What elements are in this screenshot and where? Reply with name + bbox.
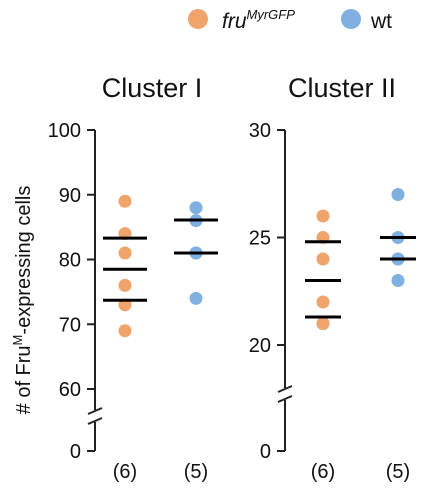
y-tick-label: 90 [59, 185, 81, 207]
axis-break-mark [87, 417, 103, 425]
data-point [316, 317, 330, 330]
panel-title: Cluster I [102, 73, 203, 103]
data-point [391, 274, 405, 287]
x-category-label: (6) [113, 461, 137, 483]
panel-cluster-1: Cluster I 60 70 80 90 100 0 (6) (5) [48, 73, 218, 483]
axis-break-mark [277, 395, 293, 403]
y-tick-label: 70 [59, 314, 81, 336]
y-axis-label-main: # of Fru [13, 345, 35, 414]
data-point [118, 246, 132, 260]
legend-marker-wt [341, 9, 361, 29]
legend: fruMyrGFP wt [188, 7, 392, 33]
y-axis-label-rest: -expressing cells [13, 186, 35, 335]
data-point [391, 188, 405, 201]
data-point [189, 291, 203, 305]
y-tick-label: 60 [59, 379, 81, 401]
data-point [316, 295, 330, 309]
data-point [316, 209, 330, 223]
legend-label-wt: wt [370, 10, 392, 33]
panel-marks: 60 70 80 90 100 0 (6) (5) [48, 120, 218, 483]
data-point [118, 324, 132, 338]
y-tick-label: 30 [249, 120, 271, 142]
data-point [118, 278, 132, 292]
y-tick-label: 25 [249, 228, 271, 250]
panel-title: Cluster II [288, 73, 396, 103]
y-tick-label: 100 [48, 120, 81, 142]
legend-label-fru-sup: MyrGFP [247, 7, 296, 22]
panel-marks: 20 25 30 0 (6) (5) [249, 120, 416, 483]
axis-break-mark [87, 407, 103, 415]
data-point [316, 252, 330, 266]
data-point [189, 201, 203, 215]
panel-cluster-2: Cluster II 20 25 30 0 (6) (5) [249, 73, 416, 483]
x-category-label: (5) [184, 461, 208, 483]
y-axis-label-sup: M [10, 335, 25, 346]
data-point [118, 194, 132, 208]
legend-label-fru-main: fru [222, 10, 247, 33]
x-category-label: (5) [386, 461, 410, 483]
legend-marker-fru [188, 9, 208, 29]
legend-label-fru: fruMyrGFP [222, 7, 295, 33]
y-tick-label: 20 [249, 335, 271, 357]
axis-break-mark [277, 385, 293, 393]
y-tick-label: 0 [70, 441, 81, 463]
y-tick-label: 80 [59, 250, 81, 272]
y-axis-label: # of FruM-expressing cells [10, 186, 35, 415]
x-category-label: (6) [311, 461, 335, 483]
y-tick-label: 0 [260, 441, 271, 463]
